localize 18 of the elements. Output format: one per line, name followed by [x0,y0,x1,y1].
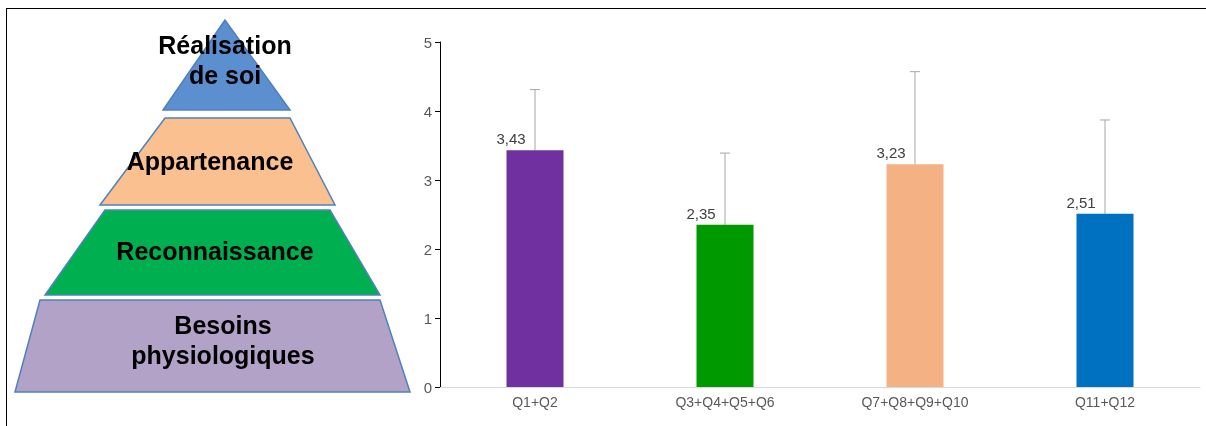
data-label: 3,23 [876,144,906,162]
data-label: 2,51 [1066,193,1096,211]
y-tick-label: 4 [423,102,432,120]
data-label: 3,43 [496,130,526,148]
y-tick-label: 0 [423,378,432,396]
data-label: 2,35 [686,204,716,222]
bar [506,150,564,387]
y-tick-label: 2 [423,240,432,258]
bar [696,224,754,387]
x-tick-label: Q3+Q4+Q5+Q6 [675,394,775,410]
x-tick-label: Q1+Q2 [512,394,558,410]
y-tick-label: 1 [423,309,432,327]
y-tick-label: 5 [423,33,432,51]
x-tick-label: Q7+Q8+Q9+Q10 [861,394,969,410]
x-tick-label: Q11+Q12 [1074,394,1136,410]
bar [1076,213,1134,387]
bar [886,164,944,387]
y-tick-label: 3 [423,171,432,189]
